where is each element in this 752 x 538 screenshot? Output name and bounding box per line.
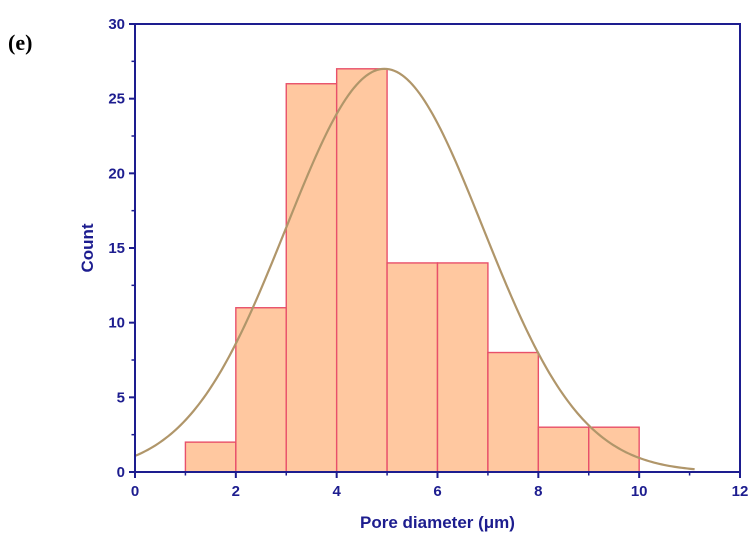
x-tick-label: 2 bbox=[232, 483, 240, 500]
x-tick-label: 10 bbox=[631, 483, 648, 500]
y-tick-label: 20 bbox=[108, 165, 125, 182]
panel-label: (e) bbox=[8, 30, 32, 55]
x-tick-label: 12 bbox=[732, 483, 749, 500]
histogram-bar-3 bbox=[285, 83, 338, 473]
y-tick-label: 15 bbox=[108, 240, 125, 257]
y-tick-label: 5 bbox=[117, 389, 125, 406]
y-tick-label: 10 bbox=[108, 315, 125, 332]
histogram-bar-7 bbox=[487, 351, 540, 473]
bars-group bbox=[184, 68, 640, 473]
histogram-bar-2 bbox=[235, 307, 287, 473]
x-tick-label: 8 bbox=[534, 483, 542, 500]
y-tick-label: 30 bbox=[108, 16, 125, 33]
y-tick-label: 25 bbox=[108, 91, 125, 108]
normal-fit-curve bbox=[134, 67, 695, 471]
histogram-bar-6 bbox=[436, 262, 489, 473]
x-axis-label: Pore diameter (μm) bbox=[360, 513, 515, 532]
histogram-bar-8 bbox=[537, 426, 590, 473]
y-axis-ticks: 0 5 10 15 20 25 30 bbox=[108, 16, 135, 481]
histogram-bar-5 bbox=[386, 262, 439, 473]
x-tick-label: 0 bbox=[131, 483, 139, 500]
histogram-bar-4 bbox=[335, 68, 388, 473]
y-tick-label: 0 bbox=[117, 464, 125, 481]
histogram-bar-1 bbox=[184, 441, 237, 473]
x-tick-label: 4 bbox=[332, 483, 341, 500]
x-axis-ticks: 0 2 4 6 8 10 12 bbox=[131, 472, 749, 500]
histogram-bar-9 bbox=[588, 426, 640, 473]
y-axis-label: Count bbox=[78, 223, 97, 272]
x-tick-label: 6 bbox=[433, 483, 441, 500]
